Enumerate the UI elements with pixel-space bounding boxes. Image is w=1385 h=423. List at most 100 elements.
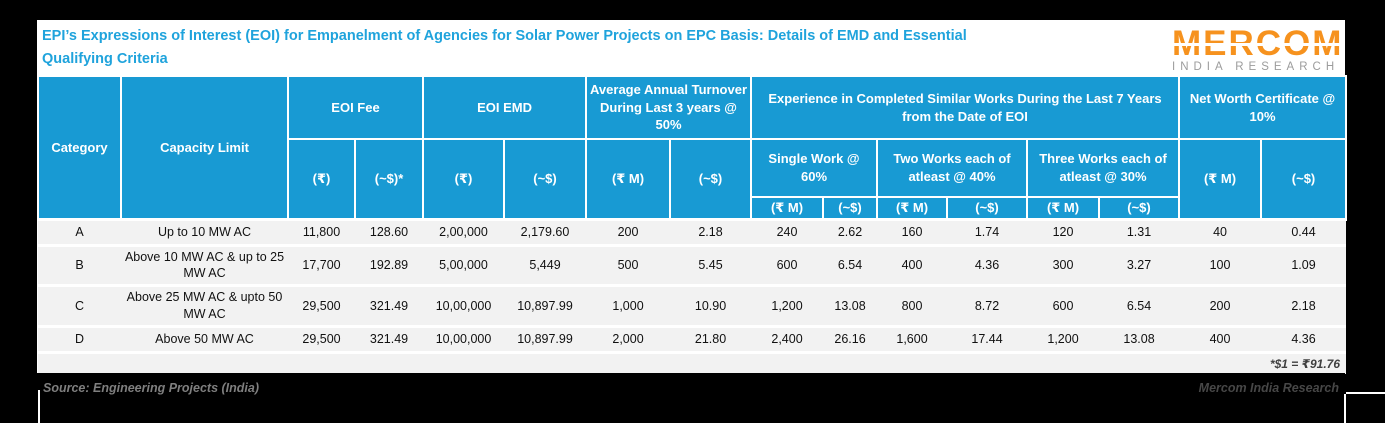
table-row: D Above 50 MW AC 29,500 321.49 10,00,000 10,8… xyxy=(38,325,1347,353)
mercom-tagline: INDIA RESEARCH xyxy=(1172,61,1340,73)
value-cell: 600 xyxy=(1027,284,1100,327)
value-cell: 200 xyxy=(586,217,671,246)
value-cell: 10,00,000 xyxy=(423,284,505,327)
value-cell: 192.89 xyxy=(355,243,424,286)
value-cell: 10,00,000 xyxy=(423,325,505,353)
header-group-experience: Experience in Completed Similar Works Du… xyxy=(750,75,1181,140)
header-three-works-usd: (~$) xyxy=(1098,195,1181,221)
eoi-criteria-table: Category Capacity Limit EOI Fee EOI EMD … xyxy=(37,74,1348,375)
value-cell: 1,200 xyxy=(751,284,824,327)
table-row: B Above 10 MW AC & up to 25 MW AC 17,700 19… xyxy=(38,243,1347,286)
value-cell: 2,00,000 xyxy=(423,217,505,246)
table-row: A Up to 10 MW AC 11,800 128.60 2,00,000 2,179… xyxy=(38,217,1347,246)
header-capacity-limit: Capacity Limit xyxy=(120,74,289,221)
header-eoi-emd-usd: (~$) xyxy=(503,137,588,221)
header-group-net-worth: Net Worth Certificate @ 10% xyxy=(1178,75,1348,140)
value-cell: 321.49 xyxy=(355,284,424,327)
header-eoi-emd-inr: (₹) xyxy=(422,137,506,221)
value-cell: 2,400 xyxy=(751,325,824,353)
header-area: EPI’s Expressions of Interest (EOI) for … xyxy=(37,20,1345,75)
category-cell: C xyxy=(38,284,121,327)
header-group-turnover: Average Annual Turnover During Last 3 ye… xyxy=(585,75,753,140)
logo-stencil-cut xyxy=(1172,43,1344,46)
category-cell: D xyxy=(38,325,121,353)
value-cell: 11,800 xyxy=(288,217,355,246)
value-cell: 100 xyxy=(1179,243,1262,286)
value-cell: 2.18 xyxy=(670,217,752,246)
header-net-worth-usd: (~$) xyxy=(1260,137,1348,221)
header-group-eoi-emd: EOI EMD xyxy=(422,75,588,140)
value-cell: 321.49 xyxy=(355,325,424,353)
value-cell: 800 xyxy=(877,284,948,327)
value-cell: 17,700 xyxy=(288,243,355,286)
capacity-limit-cell: Above 25 MW AC & upto 50 MW AC xyxy=(121,284,288,327)
value-cell: 10.90 xyxy=(670,284,752,327)
header-turnover-usd: (~$) xyxy=(669,137,753,221)
value-cell: 5,00,000 xyxy=(423,243,505,286)
value-cell: 500 xyxy=(586,243,671,286)
header-two-works-inr: (₹ M) xyxy=(876,195,949,221)
value-cell: 29,500 xyxy=(288,284,355,327)
value-cell: 4.36 xyxy=(1261,325,1347,353)
value-cell: 300 xyxy=(1027,243,1100,286)
value-cell: 5.45 xyxy=(670,243,752,286)
value-cell: 2.62 xyxy=(823,217,878,246)
header-three-works-inr: (₹ M) xyxy=(1026,195,1101,221)
value-cell: 1,200 xyxy=(1027,325,1100,353)
value-cell: 600 xyxy=(751,243,824,286)
frame-line-bottom-right-horizontal xyxy=(1346,392,1385,394)
value-cell: 160 xyxy=(877,217,948,246)
value-cell: 13.08 xyxy=(1099,325,1180,353)
category-cell: A xyxy=(38,217,121,246)
value-cell: 240 xyxy=(751,217,824,246)
value-cell: 21.80 xyxy=(670,325,752,353)
header-net-worth-inr: (₹ M) xyxy=(1178,137,1263,221)
header-subgroup-three-works: Three Works each of atleast @ 30% xyxy=(1026,138,1181,198)
value-cell: 3.27 xyxy=(1099,243,1180,286)
value-cell: 1.74 xyxy=(947,217,1028,246)
value-cell: 40 xyxy=(1179,217,1262,246)
header-group-eoi-fee: EOI Fee xyxy=(286,75,425,140)
header-subgroup-two-works: Two Works each of atleast @ 40% xyxy=(876,138,1029,198)
value-cell: 1,000 xyxy=(586,284,671,327)
header-single-work-usd: (~$) xyxy=(822,195,879,221)
chart-title: EPI’s Expressions of Interest (EOI) for … xyxy=(37,20,1157,71)
table-row: C Above 25 MW AC & upto 50 MW AC 29,500 321… xyxy=(38,284,1347,327)
category-cell: B xyxy=(38,243,121,286)
value-cell: 6.54 xyxy=(823,243,878,286)
content-panel: EPI’s Expressions of Interest (EOI) for … xyxy=(37,20,1348,375)
source-label: Source: Engineering Projects (India) xyxy=(43,381,260,395)
footer-bar: Source: Engineering Projects (India) Mer… xyxy=(37,373,1345,403)
value-cell: 128.60 xyxy=(355,217,424,246)
value-cell: 200 xyxy=(1179,284,1262,327)
value-cell: 8.72 xyxy=(947,284,1028,327)
value-cell: 13.08 xyxy=(823,284,878,327)
value-cell: 120 xyxy=(1027,217,1100,246)
value-cell: 1.31 xyxy=(1099,217,1180,246)
value-cell: 400 xyxy=(1179,325,1262,353)
note-row: *$1 = ₹91.76 xyxy=(38,351,1347,375)
capacity-limit-cell: Above 50 MW AC xyxy=(121,325,288,353)
value-cell: 5,449 xyxy=(504,243,587,286)
value-cell: 29,500 xyxy=(288,325,355,353)
capacity-limit-cell: Up to 10 MW AC xyxy=(121,217,288,246)
value-cell: 17.44 xyxy=(947,325,1028,353)
value-cell: 26.16 xyxy=(823,325,878,353)
frame-line-bottom-right-vertical xyxy=(1344,394,1346,423)
value-cell: 4.36 xyxy=(947,243,1028,286)
header-turnover-inr: (₹ M) xyxy=(585,137,672,221)
value-cell: 10,897.99 xyxy=(504,284,587,327)
frame-line-bottom-left xyxy=(38,390,40,423)
chart-title-line2: Qualifying Criteria xyxy=(42,51,168,67)
value-cell: 10,897.99 xyxy=(504,325,587,353)
header-eoi-fee-usd: (~$)* xyxy=(353,137,425,221)
value-cell: 1,600 xyxy=(877,325,948,353)
header-eoi-fee-inr: (₹) xyxy=(287,137,356,221)
exchange-rate-note: *$1 = ₹91.76 xyxy=(38,351,1347,375)
value-cell: 2.18 xyxy=(1261,284,1347,327)
value-cell: 2,179.60 xyxy=(504,217,587,246)
mercom-logo: MERCOM INDIA RESEARCH xyxy=(1172,27,1345,77)
header-subgroup-single-work: Single Work @ 60% xyxy=(750,138,879,198)
value-cell: 6.54 xyxy=(1099,284,1180,327)
watermark-label: Mercom India Research xyxy=(1198,381,1339,395)
